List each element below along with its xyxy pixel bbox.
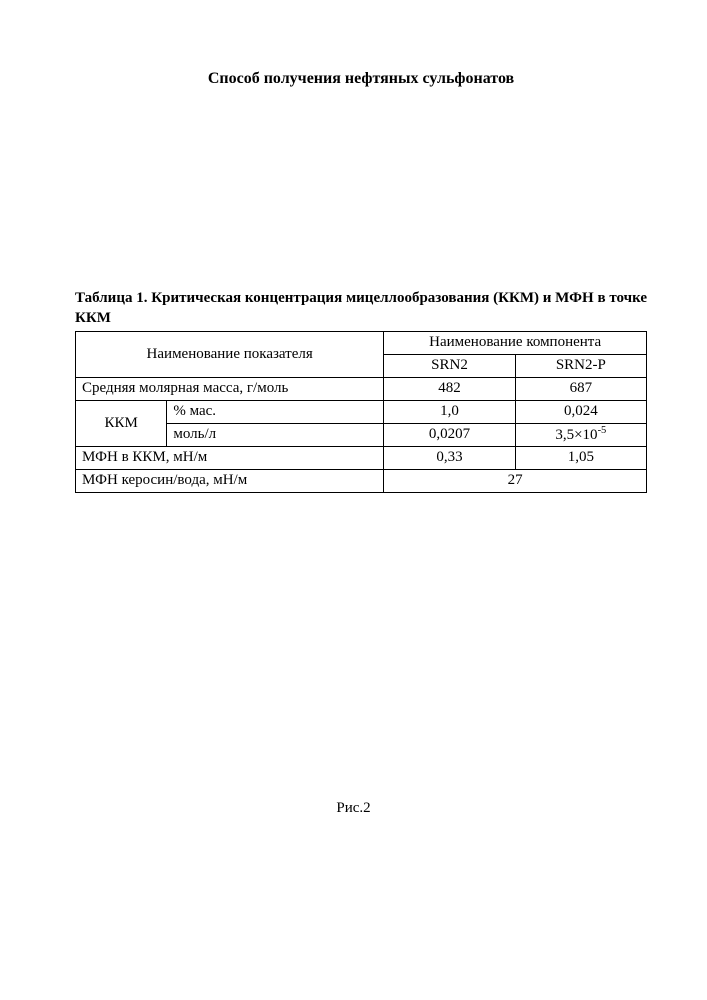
row-kkm-group: ККМ — [76, 400, 167, 446]
row-mfn-kkm-label: МФН в ККМ, мН/м — [76, 446, 384, 469]
row-kkm-mass-srn2p: 0,024 — [515, 400, 646, 423]
header-parameter: Наименование показателя — [76, 331, 384, 377]
row-kkm-masspct: ККМ % мас. 1,0 0,024 — [76, 400, 647, 423]
table-header-row-1: Наименование показателя Наименование ком… — [76, 331, 647, 354]
row-mass-srn2: 482 — [384, 377, 515, 400]
figure-label: Рис.2 — [0, 800, 707, 817]
page: Способ получения нефтяных сульфонатов Та… — [0, 0, 707, 1000]
col-srn2: SRN2 — [384, 354, 515, 377]
col-srn2p: SRN2-P — [515, 354, 646, 377]
row-mfn-kkm-srn2p: 1,05 — [515, 446, 646, 469]
row-kkm-mol-srn2: 0,0207 — [384, 423, 515, 446]
row-mfn-kerosene-value: 27 — [384, 469, 647, 492]
row-mfn-kerosene-label: МФН керосин/вода, мН/м — [76, 469, 384, 492]
row-kkm-mol-srn2p: 3,5×10-5 — [515, 423, 646, 446]
header-component: Наименование компонента — [384, 331, 647, 354]
document-title: Способ получения нефтяных сульфонатов — [75, 70, 647, 88]
row-mfn-kkm: МФН в ККМ, мН/м 0,33 1,05 — [76, 446, 647, 469]
row-molar-mass: Средняя молярная масса, г/моль 482 687 — [76, 377, 647, 400]
row-kkm-mass-label: % мас. — [167, 400, 384, 423]
row-mass-label: Средняя молярная масса, г/моль — [76, 377, 384, 400]
row-mfn-kerosene: МФН керосин/вода, мН/м 27 — [76, 469, 647, 492]
data-table: Наименование показателя Наименование ком… — [75, 331, 647, 493]
row-kkm-mol-label: моль/л — [167, 423, 384, 446]
table-caption: Таблица 1. Критическая концентрация мице… — [75, 288, 647, 329]
row-kkm-mass-srn2: 1,0 — [384, 400, 515, 423]
row-mass-srn2p: 687 — [515, 377, 646, 400]
row-mfn-kkm-srn2: 0,33 — [384, 446, 515, 469]
